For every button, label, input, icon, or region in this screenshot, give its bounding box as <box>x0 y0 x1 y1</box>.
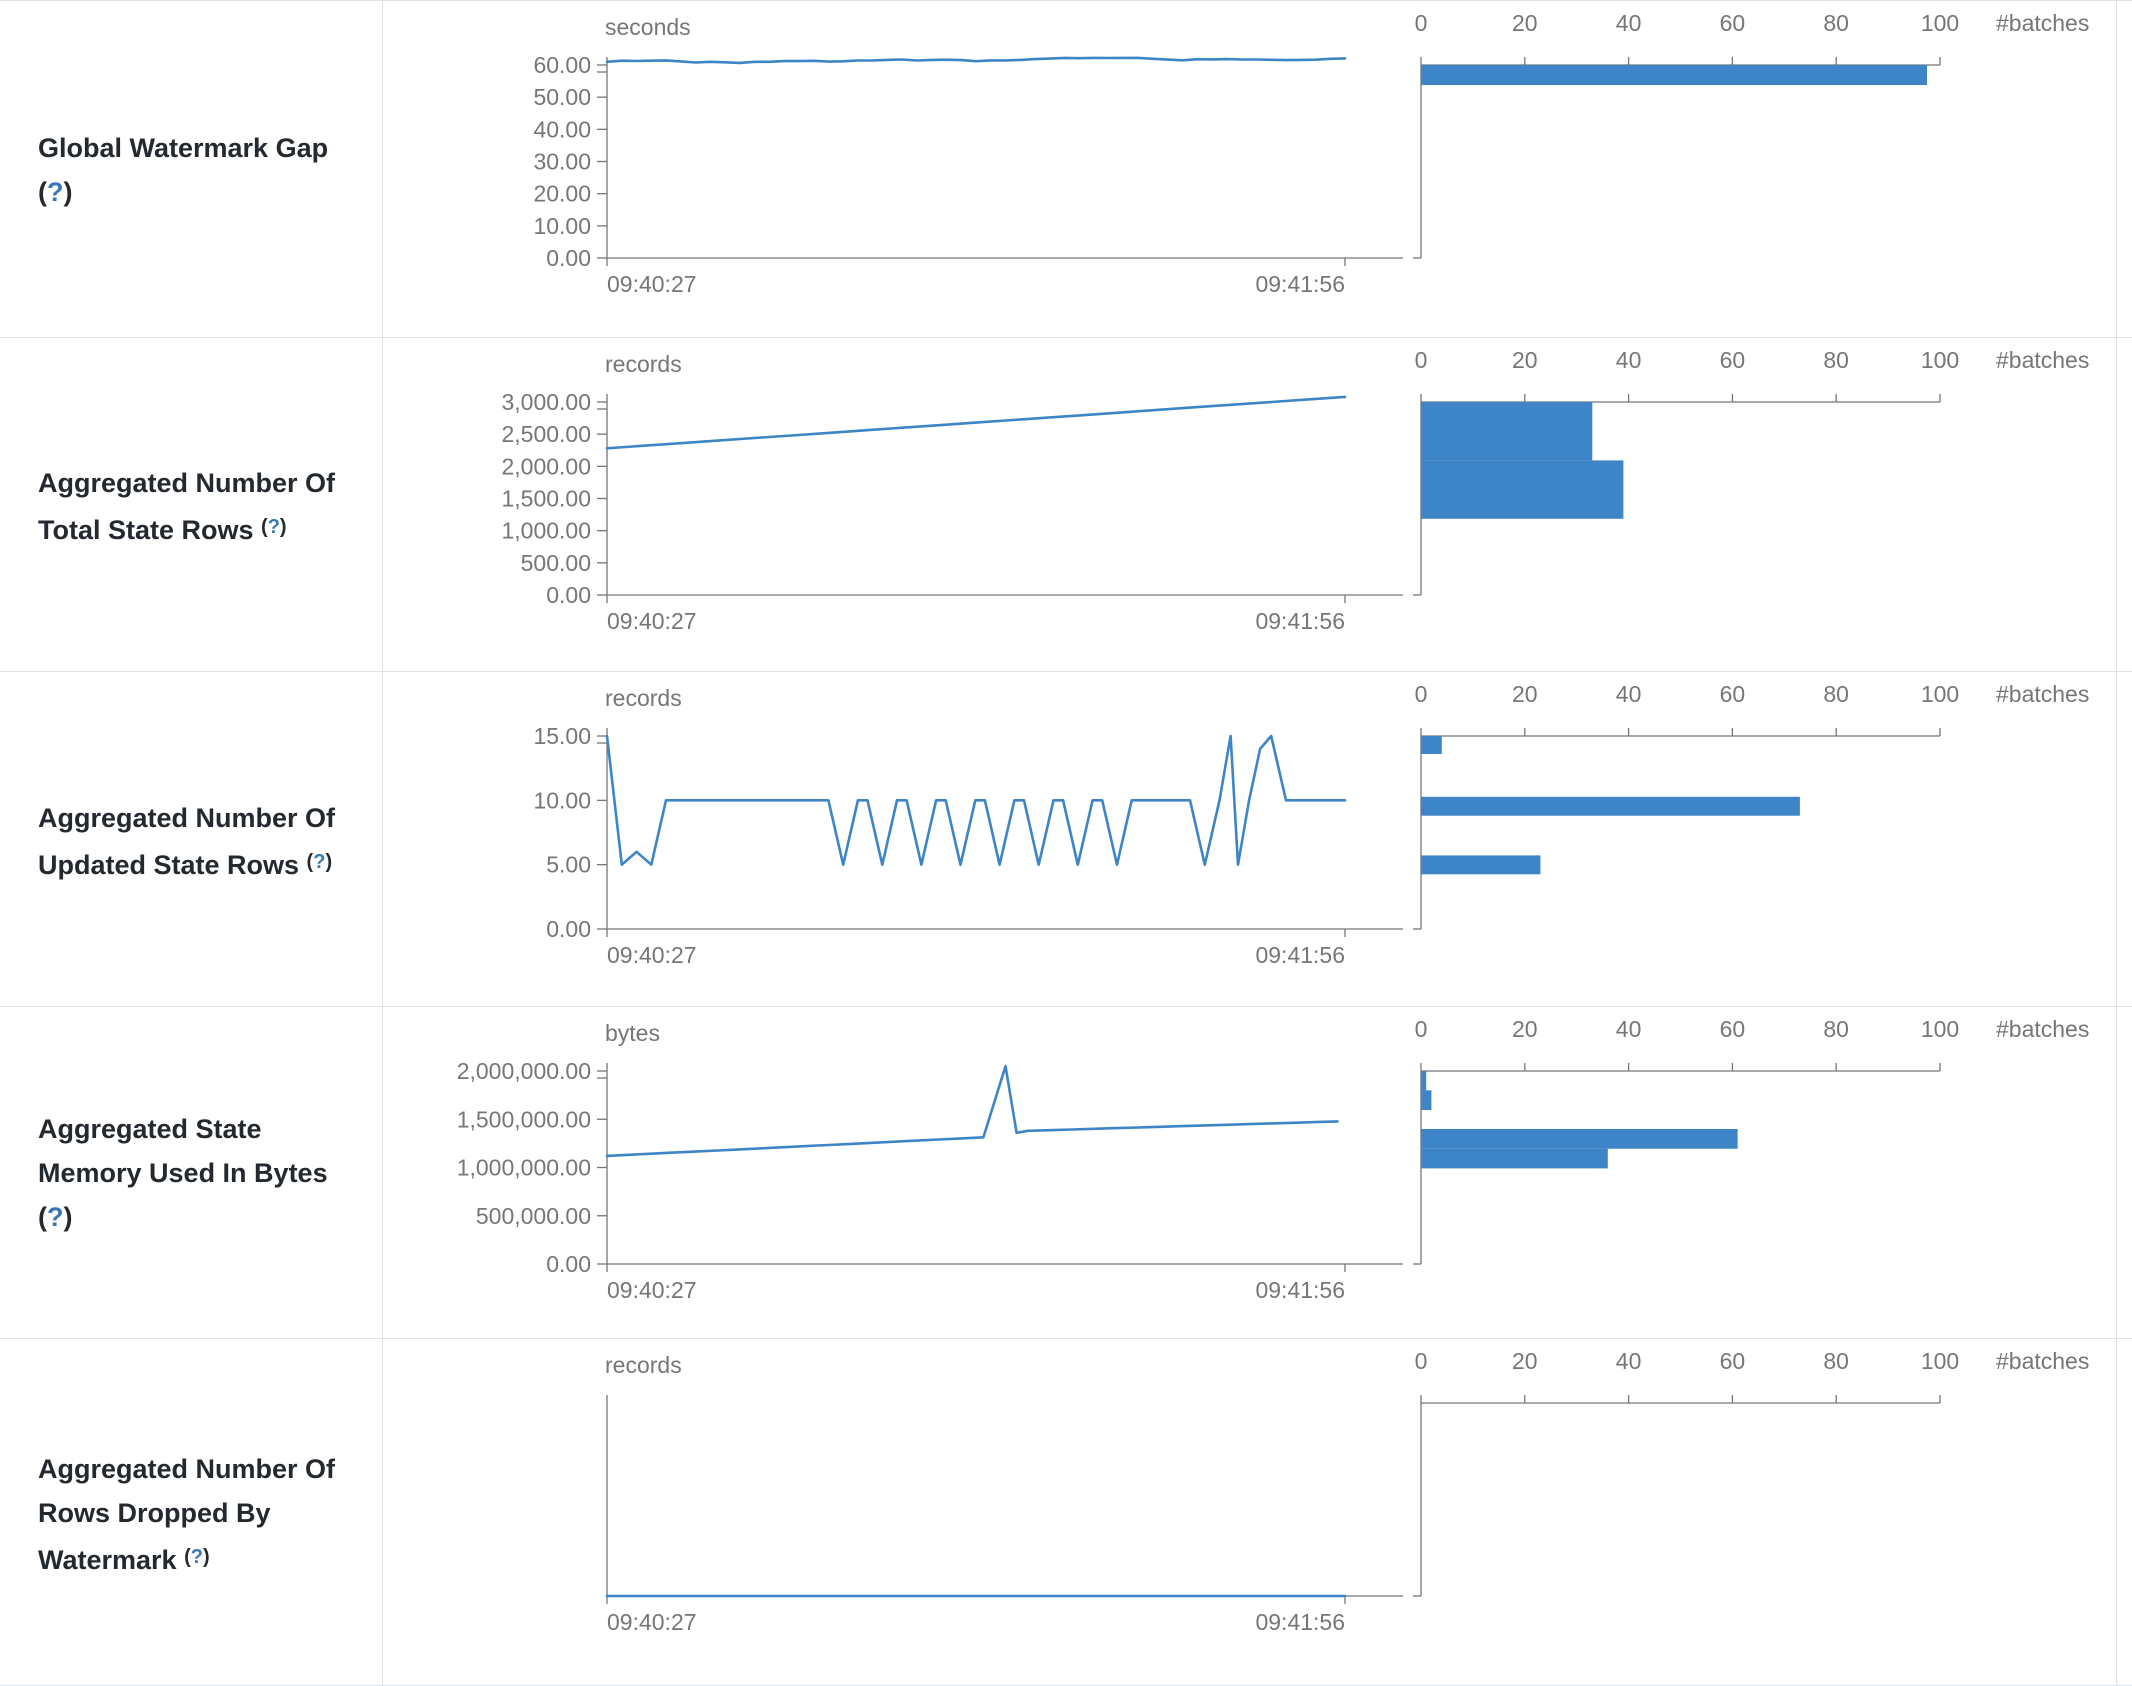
svg-text:09:40:27: 09:40:27 <box>607 271 697 297</box>
svg-text:100: 100 <box>1921 1348 1959 1374</box>
svg-text:0: 0 <box>1415 10 1428 36</box>
svg-text:0.00: 0.00 <box>546 1251 591 1277</box>
svg-text:records: records <box>605 1352 682 1378</box>
svg-text:1,000,000.00: 1,000,000.00 <box>457 1155 591 1181</box>
svg-text:60: 60 <box>1720 1348 1746 1374</box>
svg-text:09:40:27: 09:40:27 <box>607 1277 697 1303</box>
svg-text:20.00: 20.00 <box>533 181 591 207</box>
svg-text:80: 80 <box>1823 10 1849 36</box>
svg-text:3,000.00: 3,000.00 <box>501 389 591 415</box>
svg-text:60.00: 60.00 <box>533 52 591 78</box>
svg-text:10.00: 10.00 <box>533 787 591 813</box>
svg-text:09:41:56: 09:41:56 <box>1255 1277 1345 1303</box>
svg-text:0.00: 0.00 <box>546 916 591 942</box>
svg-text:80: 80 <box>1823 1348 1849 1374</box>
svg-text:09:40:27: 09:40:27 <box>607 1609 697 1635</box>
svg-text:#batches: #batches <box>1996 10 2089 36</box>
svg-text:09:40:27: 09:40:27 <box>607 942 697 968</box>
svg-text:records: records <box>605 351 682 377</box>
svg-text:60: 60 <box>1720 347 1746 373</box>
svg-text:100: 100 <box>1921 10 1959 36</box>
svg-text:0.00: 0.00 <box>546 245 591 271</box>
svg-text:2,500.00: 2,500.00 <box>501 421 591 447</box>
svg-text:5.00: 5.00 <box>546 852 591 878</box>
svg-text:2,000,000.00: 2,000,000.00 <box>457 1058 591 1084</box>
svg-text:500.00: 500.00 <box>521 550 591 576</box>
svg-text:20: 20 <box>1512 347 1538 373</box>
svg-text:30.00: 30.00 <box>533 149 591 175</box>
svg-text:1,500.00: 1,500.00 <box>501 486 591 512</box>
svg-text:#batches: #batches <box>1996 1016 2089 1042</box>
svg-text:20: 20 <box>1512 681 1538 707</box>
svg-text:09:41:56: 09:41:56 <box>1255 608 1345 634</box>
svg-text:60: 60 <box>1720 681 1746 707</box>
svg-text:500,000.00: 500,000.00 <box>476 1203 591 1229</box>
svg-text:50.00: 50.00 <box>533 84 591 110</box>
svg-text:seconds: seconds <box>605 14 691 40</box>
svg-text:bytes: bytes <box>605 1020 660 1046</box>
svg-text:09:41:56: 09:41:56 <box>1255 1609 1345 1635</box>
svg-text:0: 0 <box>1415 681 1428 707</box>
svg-text:20: 20 <box>1512 1348 1538 1374</box>
svg-text:80: 80 <box>1823 347 1849 373</box>
svg-text:#batches: #batches <box>1996 347 2089 373</box>
svg-text:60: 60 <box>1720 1016 1746 1042</box>
svg-text:15.00: 15.00 <box>533 723 591 749</box>
svg-text:40: 40 <box>1616 681 1642 707</box>
svg-text:0.00: 0.00 <box>546 582 591 608</box>
svg-text:100: 100 <box>1921 1016 1959 1042</box>
svg-text:40: 40 <box>1616 10 1642 36</box>
svg-text:40: 40 <box>1616 1348 1642 1374</box>
svg-text:80: 80 <box>1823 1016 1849 1042</box>
svg-text:0: 0 <box>1415 1348 1428 1374</box>
svg-text:0: 0 <box>1415 1016 1428 1042</box>
svg-text:80: 80 <box>1823 681 1849 707</box>
svg-text:records: records <box>605 685 682 711</box>
svg-text:10.00: 10.00 <box>533 213 591 239</box>
svg-text:1,500,000.00: 1,500,000.00 <box>457 1106 591 1132</box>
svg-text:1,000.00: 1,000.00 <box>501 518 591 544</box>
svg-text:40: 40 <box>1616 1016 1642 1042</box>
svg-text:40.00: 40.00 <box>533 116 591 142</box>
svg-text:100: 100 <box>1921 681 1959 707</box>
svg-text:100: 100 <box>1921 347 1959 373</box>
svg-text:09:41:56: 09:41:56 <box>1255 942 1345 968</box>
svg-text:40: 40 <box>1616 347 1642 373</box>
svg-text:20: 20 <box>1512 1016 1538 1042</box>
svg-text:2,000.00: 2,000.00 <box>501 453 591 479</box>
svg-text:20: 20 <box>1512 10 1538 36</box>
svg-text:09:41:56: 09:41:56 <box>1255 271 1345 297</box>
svg-text:#batches: #batches <box>1996 1348 2089 1374</box>
svg-text:#batches: #batches <box>1996 681 2089 707</box>
svg-text:0: 0 <box>1415 347 1428 373</box>
svg-text:09:40:27: 09:40:27 <box>607 608 697 634</box>
svg-text:60: 60 <box>1720 10 1746 36</box>
